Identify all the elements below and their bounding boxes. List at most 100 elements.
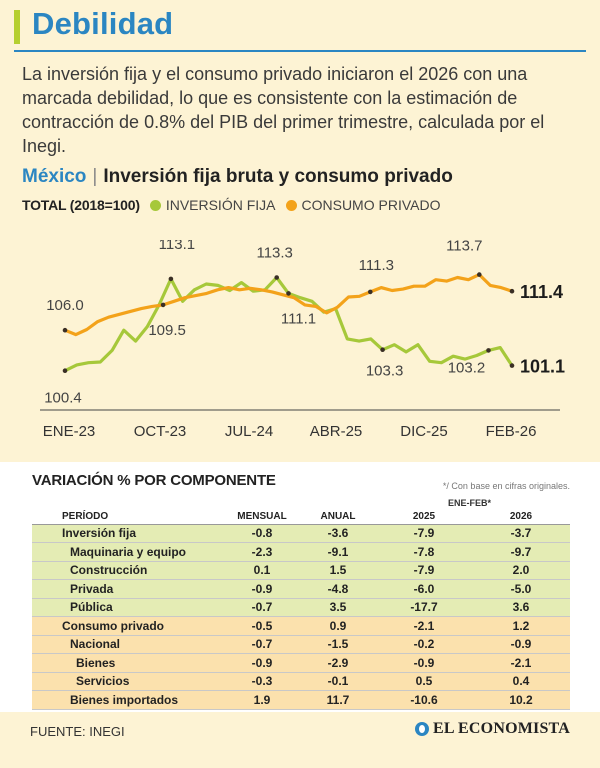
- table-row: Inversión fija -0.8 -3.6 -7.9 -3.7: [32, 524, 570, 543]
- cell-2025: -10.6: [376, 690, 472, 710]
- x-tick-label: JUL-24: [225, 423, 273, 440]
- cell-anual: 0.9: [300, 616, 376, 636]
- cell-anual: -2.9: [300, 653, 376, 673]
- table-note: */ Con base en cifras originales.: [442, 481, 570, 491]
- data-point-marker: [486, 348, 491, 353]
- cell-anual: 1.5: [300, 561, 376, 580]
- data-point-marker: [368, 289, 373, 295]
- cell-2026: 10.2: [472, 690, 570, 710]
- cell-2025: -7.8: [376, 542, 472, 562]
- row-label: Bienes: [32, 653, 224, 673]
- cell-anual: 11.7: [300, 690, 376, 710]
- data-label: 111.4: [520, 282, 563, 302]
- title-divider: [14, 50, 586, 52]
- row-label: Nacional: [32, 635, 224, 654]
- cell-2025: -0.9: [376, 653, 472, 673]
- data-point-marker: [62, 327, 68, 333]
- x-tick-label: OCT-23: [134, 423, 187, 440]
- table-row: Construcción 0.1 1.5 -7.9 2.0: [32, 561, 570, 580]
- cell-mensual: -0.7: [224, 635, 300, 654]
- line-chart: ENE-23 OCT-23 JUL-24 ABR-25 DIC-25 FEB-26 100.…: [40, 240, 565, 440]
- data-point-marker: [509, 363, 515, 368]
- cell-2025: -17.7: [376, 598, 472, 617]
- col-header-2025: 2025: [376, 509, 472, 525]
- legend-dot-consumo: [285, 199, 297, 211]
- cell-2026: -5.0: [472, 579, 570, 599]
- row-label: Bienes importados: [32, 690, 224, 710]
- cell-mensual: -0.7: [224, 598, 300, 617]
- data-label: 100.4: [44, 390, 82, 407]
- legend-dot-inversion: [149, 199, 161, 211]
- table-heading: VARIACIÓN % POR COMPONENTE: [32, 472, 276, 489]
- cell-2025: -2.1: [376, 616, 472, 636]
- cell-mensual: -2.3: [224, 542, 300, 562]
- table-row: Bienes importados 1.9 11.7 -10.6 10.2: [32, 690, 570, 710]
- data-label: 109.5: [148, 322, 186, 339]
- logo-text: EL ECONOMISTA: [433, 720, 570, 737]
- data-label: 113.1: [159, 240, 195, 253]
- cell-anual: -3.6: [300, 524, 376, 543]
- data-point-marker: [160, 302, 166, 308]
- data-point-marker: [380, 347, 385, 352]
- chart-legend: TOTAL (2018=100) INVERSIÓN FIJA CONSUMO …: [22, 197, 440, 213]
- data-point-marker: [274, 275, 280, 280]
- logo-icon: [415, 722, 429, 736]
- cell-2026: -3.7: [472, 524, 570, 543]
- data-label: 101.1: [520, 357, 565, 377]
- cell-2026: 3.6: [472, 598, 570, 617]
- row-label: Maquinaria y equipo: [32, 542, 224, 562]
- cell-2026: 0.4: [472, 672, 570, 691]
- col-header-anual: ANUAL: [300, 509, 376, 525]
- heading-separator: |: [92, 166, 98, 187]
- table-header-row: PERÍODO MENSUAL ANUAL 2025 2026: [32, 509, 570, 525]
- cell-2026: -2.1: [472, 653, 570, 673]
- cell-mensual: -0.9: [224, 579, 300, 599]
- cell-2026: -0.9: [472, 635, 570, 654]
- data-point-marker: [62, 368, 68, 373]
- cell-2026: 2.0: [472, 561, 570, 580]
- data-point-marker: [477, 272, 482, 277]
- cell-2026: -9.7: [472, 542, 570, 562]
- table-row: Nacional -0.7 -1.5 -0.2 -0.9: [32, 635, 570, 654]
- table-row: Servicios -0.3 -0.1 0.5 0.4: [32, 672, 570, 691]
- data-label: 106.0: [46, 297, 84, 314]
- data-point-marker: [286, 291, 291, 296]
- cell-mensual: 1.9: [224, 690, 300, 710]
- data-label: 103.3: [366, 363, 404, 380]
- table-body: Inversión fija -0.8 -3.6 -7.9 -3.7 Maquinaria…: [32, 524, 570, 710]
- chart-heading: México | Inversión fija bruta y consumo pr…: [22, 166, 453, 188]
- cell-2026: 1.2: [472, 616, 570, 636]
- cell-mensual: -0.5: [224, 616, 300, 636]
- data-label: 111.1: [281, 310, 316, 327]
- legend-inversion-label: INVERSIÓN FIJA: [165, 197, 276, 213]
- row-label: Consumo privado: [32, 616, 224, 636]
- data-point-marker: [168, 276, 174, 282]
- intro-paragraph: La inversión fija y el consumo privado i…: [22, 64, 545, 156]
- row-label: Pública: [32, 598, 224, 617]
- cell-2025: -7.9: [376, 524, 472, 543]
- table-row: Pública -0.7 3.5 -17.7 3.6: [32, 598, 570, 617]
- col-header-2026: 2026: [472, 509, 570, 525]
- component-table: PERÍODO MENSUAL ANUAL 2025 2026 Inversió…: [32, 509, 570, 710]
- data-point-marker: [509, 288, 515, 294]
- publisher-logo: EL ECONOMISTA: [415, 720, 570, 738]
- cell-mensual: 0.1: [224, 561, 300, 580]
- row-label: Construcción: [32, 561, 224, 580]
- cell-anual: -4.8: [300, 579, 376, 599]
- row-label: Inversión fija: [32, 524, 224, 543]
- title-block: Debilidad: [14, 6, 586, 50]
- component-table-panel: VARIACIÓN % POR COMPONENTE */ Con base e…: [0, 462, 600, 712]
- cell-anual: 3.5: [300, 598, 376, 617]
- legend-consumo-label: CONSUMO PRIVADO: [301, 197, 441, 213]
- table-group-header: ENE-FEB*: [448, 498, 492, 508]
- table-row: Privada -0.9 -4.8 -6.0 -5.0: [32, 579, 570, 599]
- row-label: Privada: [32, 579, 224, 599]
- data-label: 111.3: [359, 257, 394, 274]
- chart-country: México: [22, 166, 87, 187]
- source-note: FUENTE: INEGI: [30, 724, 125, 739]
- cell-mensual: -0.3: [224, 672, 300, 691]
- legend-total-label: TOTAL (2018=100): [22, 197, 140, 213]
- data-label: 113.3: [256, 245, 292, 262]
- cell-2025: 0.5: [376, 672, 472, 691]
